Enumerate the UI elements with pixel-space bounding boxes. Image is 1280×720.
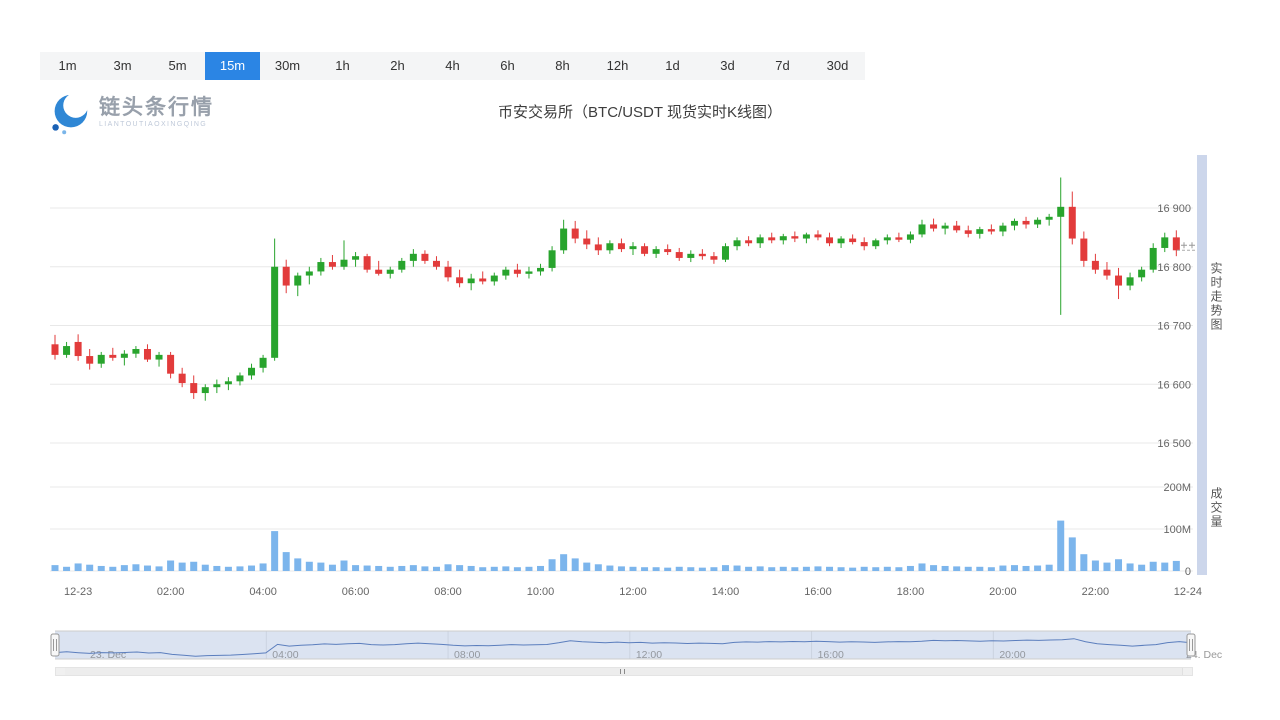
navigator-track[interactable] — [55, 631, 1191, 659]
brand-logo-icon — [52, 92, 89, 135]
time-axis-label: 06:00 — [342, 586, 370, 598]
interval-button-15m[interactable]: 15m — [205, 52, 260, 80]
time-axis-label: 20:00 — [989, 586, 1017, 598]
interval-button-1h[interactable]: 1h — [335, 58, 350, 73]
time-axis-label: 22:00 — [1082, 586, 1110, 598]
interval-button-7d[interactable]: 7d — [775, 58, 790, 73]
price-pane-side-label: 实时走势图 — [1209, 262, 1223, 332]
navigator-axis-label: 20:00 — [999, 649, 1025, 661]
scrollbar-grip-icon — [620, 669, 628, 674]
navigator-axis-label: 04:00 — [272, 649, 298, 661]
time-axis-label: 14:00 — [712, 586, 740, 598]
interval-button-30m[interactable]: 30m — [274, 58, 301, 73]
interval-button-6h[interactable]: 6h — [500, 58, 515, 73]
horizontal-scrollbar[interactable] — [55, 667, 1193, 676]
interval-button-8h[interactable]: 8h — [555, 58, 570, 73]
time-axis-label: 02:00 — [157, 586, 185, 598]
interval-button-1d[interactable]: 1d — [665, 58, 680, 73]
time-axis-label: 12-23 — [64, 586, 92, 598]
interval-button-3m[interactable]: 3m — [113, 58, 132, 73]
interval-button-5m[interactable]: 5m — [168, 58, 187, 73]
navigator-axis-label: 16:00 — [818, 649, 844, 661]
interval-button-1m[interactable]: 1m — [58, 58, 77, 73]
time-axis-label: 08:00 — [434, 586, 462, 598]
navigator-handle-right[interactable] — [1186, 633, 1196, 657]
time-axis-label: 18:00 — [897, 586, 925, 598]
navigator-axis-label: 12:00 — [636, 649, 662, 661]
time-axis-label: 04:00 — [249, 586, 277, 598]
volume-pane-side-label: 成交量 — [1209, 487, 1223, 529]
interval-button-30d[interactable]: 30d — [826, 58, 849, 73]
interval-button-2h[interactable]: 2h — [390, 58, 405, 73]
interval-toolbar: 1m 3m 5m 15m 30m 1h 2h 4h 6h 8h 12h 1d 3d 7d 30d — [40, 52, 865, 80]
time-axis-label: 10:00 — [527, 586, 555, 598]
interval-button-3d[interactable]: 3d — [720, 58, 735, 73]
chart-title: 币安交易所（BTC/USDT 现货实时K线图） — [498, 104, 782, 121]
navigator-axis-label: 23. Dec — [90, 649, 126, 661]
scrollbar-button-right[interactable] — [1182, 668, 1192, 675]
interval-button-4h[interactable]: 4h — [445, 58, 460, 73]
time-axis-label: 16:00 — [804, 586, 832, 598]
navigator-series-line — [54, 638, 1192, 657]
vertical-scrollbar[interactable] — [1197, 155, 1207, 575]
navigator-axis-label: 08:00 — [454, 649, 480, 661]
navigator-handle-left[interactable] — [50, 633, 60, 657]
brand: 链头条行情 LIANTOUTIAOXINGQING — [46, 90, 214, 138]
time-axis-label: 12:00 — [619, 586, 647, 598]
interval-button-12h[interactable]: 12h — [606, 58, 629, 73]
navigator-mask[interactable] — [55, 631, 1191, 659]
horizontal-scrollbar-thumb[interactable] — [65, 668, 1183, 675]
brand-subtitle: LIANTOUTIAOXINGQING — [99, 121, 208, 129]
time-axis-label: 12-24 — [1174, 586, 1202, 598]
chart-plot-area[interactable] — [50, 155, 1196, 575]
brand-name: 链头条行情 — [99, 96, 214, 119]
